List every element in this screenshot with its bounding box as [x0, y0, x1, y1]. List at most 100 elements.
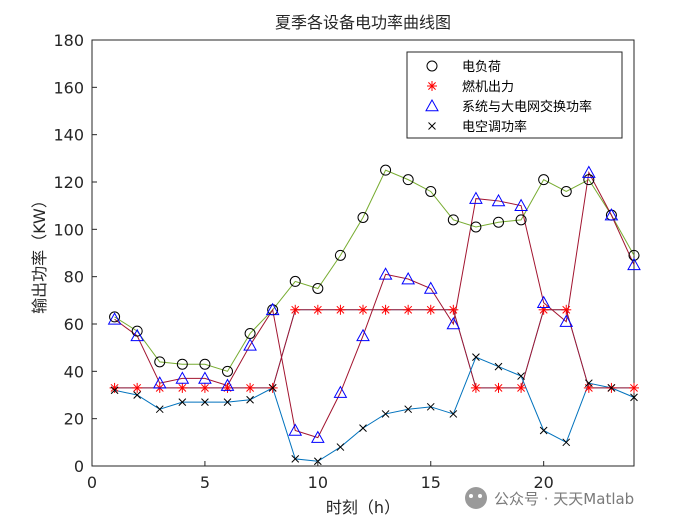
- series-line-3: [114, 356, 635, 462]
- series-2-point: [446, 316, 461, 330]
- series-3-point: [584, 379, 593, 388]
- legend-marker: [428, 122, 436, 130]
- series-0-point: [222, 365, 233, 377]
- legend-marker: [425, 98, 439, 112]
- series-1-point: [245, 382, 256, 393]
- series-2-point: [243, 338, 257, 351]
- y-tick-label: 100: [53, 220, 84, 239]
- y-tick-label: 60: [64, 315, 84, 334]
- series-1-point: [312, 304, 323, 315]
- series-1-point: [132, 382, 143, 393]
- legend-marker: [427, 81, 437, 91]
- series-3-point: [449, 410, 458, 418]
- series-0-point: [402, 174, 414, 186]
- series-markers: [107, 164, 641, 466]
- series-1-point: [335, 304, 346, 315]
- series-3-point: [155, 405, 164, 414]
- y-tick-label: 20: [64, 410, 84, 429]
- series-0-point: [515, 214, 527, 226]
- series-3-point: [607, 384, 616, 392]
- series-0-point: [312, 283, 324, 294]
- series-3-point: [381, 410, 390, 418]
- series-3-point: [517, 372, 525, 380]
- series-1-point: [538, 304, 549, 315]
- series-0-point: [199, 358, 211, 370]
- series-1-point: [583, 382, 594, 393]
- series-1-point: [358, 304, 368, 315]
- series-2-point: [265, 302, 280, 316]
- legend-label: 电空调功率: [462, 119, 527, 135]
- series-3-point: [562, 438, 571, 447]
- series-3-point: [472, 353, 480, 361]
- series-3-point: [630, 393, 638, 402]
- chart-title: 夏季各设备电功率曲线图: [275, 13, 451, 32]
- series-0-point: [493, 216, 504, 228]
- series-0-point: [176, 358, 188, 370]
- series-1-point: [516, 382, 527, 393]
- legend-marker: [426, 60, 438, 72]
- x-tick-label: 0: [87, 473, 97, 492]
- series-2-point: [627, 257, 641, 271]
- series-0-point: [109, 311, 121, 323]
- series-1-point: [561, 304, 572, 315]
- series-3-point: [494, 362, 503, 371]
- x-tick-label: 10: [308, 473, 328, 492]
- series-2-point: [310, 430, 325, 443]
- series-0-point: [447, 214, 459, 226]
- legend-label: 电负荷: [462, 60, 501, 75]
- series-1-point: [629, 382, 639, 393]
- series-3-point: [404, 405, 413, 414]
- x-tick-label: 5: [200, 473, 210, 492]
- series-1-point: [493, 382, 504, 393]
- y-tick-label: 120: [53, 173, 84, 192]
- series-3-point: [359, 424, 367, 432]
- series-2-point: [536, 295, 551, 308]
- watermark: 公众号 · 天天Matlab: [465, 487, 634, 509]
- y-axis-ticks: 0 20 40 60 80 100 120 140 160 180: [53, 31, 97, 476]
- series-1-point: [425, 304, 436, 315]
- legend-item: 系统与大电网交换功率: [425, 98, 592, 115]
- series-0-point: [583, 174, 595, 186]
- series-0-point: [628, 249, 640, 261]
- series-1-point: [222, 382, 233, 393]
- y-tick-label: 140: [53, 126, 84, 145]
- series-line-0: [114, 169, 635, 372]
- series-3-point: [291, 455, 300, 463]
- x-axis-ticks: 0 5 10 15 20: [87, 461, 554, 492]
- series-2-point: [581, 165, 596, 178]
- series-1-point: [199, 382, 210, 393]
- y-tick-label: 80: [64, 268, 84, 287]
- series-3-point: [201, 398, 209, 406]
- series-0-point: [357, 212, 369, 223]
- series-2-point: [559, 314, 574, 327]
- legend-box: [406, 51, 623, 139]
- series-1-point: [470, 382, 481, 393]
- series-1-point: [177, 382, 188, 393]
- series-2-point: [604, 208, 619, 221]
- series-1-point: [109, 382, 120, 393]
- legend-item: 燃机出力: [427, 79, 514, 95]
- series-0-point: [470, 221, 482, 233]
- series-3-point: [110, 386, 119, 395]
- series-0-point: [131, 325, 143, 337]
- series-1-point: [403, 304, 414, 315]
- series-0-point: [560, 185, 572, 197]
- series-2-point: [356, 328, 370, 342]
- y-tick-label: 40: [64, 362, 84, 381]
- series-3-point: [223, 398, 232, 406]
- y-tick-label: 160: [53, 78, 84, 97]
- series-1-point: [448, 304, 459, 315]
- series-0-point: [538, 174, 550, 186]
- series-2-point: [288, 423, 303, 436]
- series-2-point: [333, 385, 348, 398]
- series-2-point: [514, 198, 528, 211]
- wechat-logo-eye-right: [478, 494, 482, 498]
- y-axis-label: 输出功率（KW）: [30, 192, 49, 314]
- series-0-point: [289, 275, 301, 287]
- legend-label: 燃机出力: [462, 79, 514, 95]
- wechat-logo-eye-left: [469, 494, 473, 498]
- series-1-point: [380, 304, 391, 315]
- series-3-point: [426, 402, 435, 411]
